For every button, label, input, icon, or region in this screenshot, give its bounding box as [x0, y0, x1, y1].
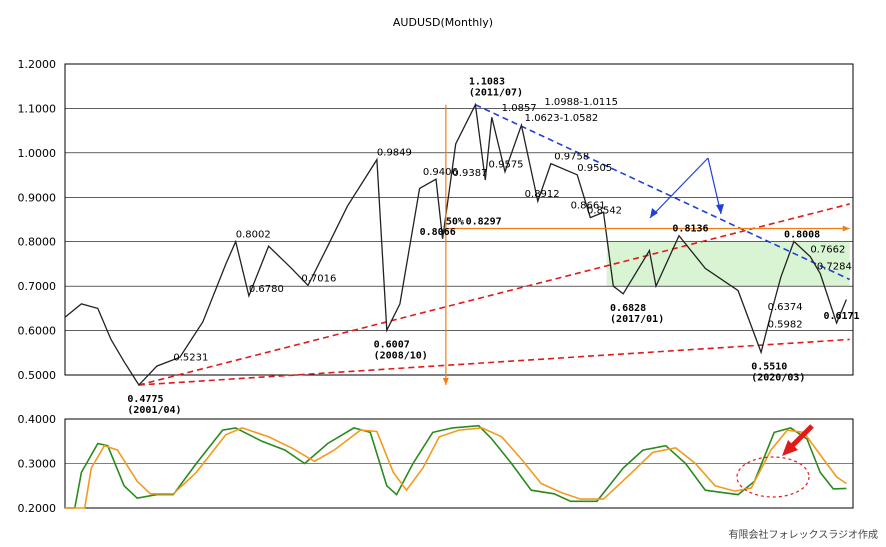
- annotation-label: 0.7016: [301, 273, 336, 284]
- price-tick-label: 0.8000: [18, 236, 57, 249]
- annotation-label: 0.4775: [127, 394, 163, 405]
- trendline-upper-resistance: [475, 104, 851, 281]
- annotation-label: 50%: [446, 217, 464, 228]
- price-gridlines: [65, 108, 853, 331]
- annotation-label: 0.5510: [751, 361, 787, 372]
- blue-arrowhead-right-icon: [716, 204, 724, 214]
- trendline-layer: [138, 104, 851, 386]
- credit-label: 有限会社フォレックスラジオ作成: [729, 528, 879, 541]
- annotation-label: 0.8008: [784, 229, 820, 240]
- annotation-label: 0.8297: [466, 217, 502, 228]
- trendline-lower-support: [138, 338, 850, 386]
- annotation-date-label: (2008/10): [374, 350, 428, 361]
- price-tick-label: 0.7000: [18, 280, 57, 293]
- chart-title: AUDUSD(Monthly): [393, 16, 493, 29]
- annotation-date-label: (2017/01): [610, 314, 664, 325]
- annotation-label: 0.7662: [810, 245, 845, 256]
- blue-arrow-left: [649, 157, 709, 219]
- annotation-label: 0.8542: [587, 206, 622, 217]
- blue-arrow-group: [649, 157, 724, 219]
- price-tick-label: 0.5000: [18, 369, 57, 382]
- oscillator-tick-label: 0.3000: [18, 458, 57, 471]
- annotation-label: 0.9387: [452, 168, 487, 179]
- price-axis-ticks: 1.2000 1.1000 1.0000 0.9000 0.8000 0.7000 0.60…: [18, 58, 57, 382]
- annotation-label: 0.6171: [823, 311, 859, 322]
- red-arrow-shaft: [788, 424, 814, 450]
- annotation-label: 0.6828: [610, 303, 646, 314]
- annotation-label: 0.9505: [577, 163, 612, 174]
- annotation-label: 0.9575: [489, 160, 524, 171]
- retracement-vertical-arrowhead-icon: [442, 377, 449, 385]
- consolidation-range-box: [606, 241, 850, 287]
- annotation-label: 0.8002: [236, 230, 271, 241]
- annotation-label: 0.8066: [420, 227, 456, 238]
- annotation-label: 0.5982: [768, 319, 803, 330]
- annotation-label: 1.0623-1.0582: [525, 113, 599, 124]
- retracement-layer: [442, 104, 850, 385]
- annotation-label: 0.8912: [525, 189, 560, 200]
- annotation-label: 0.9758: [554, 152, 589, 163]
- price-tick-label: 1.1000: [18, 102, 57, 115]
- annotation-date-label: (2011/07): [469, 88, 523, 99]
- annotation-date-label: (2001/04): [127, 405, 181, 416]
- oscillator-orange-line: [65, 427, 847, 509]
- annotation-label: 0.9849: [377, 148, 412, 159]
- annotation-label: 0.8136: [672, 224, 708, 235]
- price-tick-label: 0.9000: [18, 191, 57, 204]
- oscillator-axis-ticks: 0.4000 0.3000 0.2000: [18, 413, 57, 515]
- annotation-label: 0.7284: [817, 262, 852, 273]
- red-arrowhead-icon: [782, 440, 798, 456]
- range-box-layer: [606, 241, 850, 287]
- red-arrow-icon: [782, 424, 814, 456]
- price-tick-label: 0.6000: [18, 325, 57, 338]
- price-line-layer: [64, 102, 847, 387]
- price-tick-label: 1.2000: [18, 58, 57, 71]
- annotation-label: 0.5231: [173, 353, 208, 364]
- blue-arrowhead-left-icon: [650, 208, 658, 218]
- annotation-date-label: (2020/03): [751, 372, 805, 383]
- annotation-label: 0.8661: [571, 200, 606, 211]
- retracement-arrowhead-icon: [842, 225, 850, 232]
- annotation-label: 0.6007: [374, 339, 410, 350]
- price-series-line: [64, 102, 847, 387]
- oscillator-green-line: [65, 424, 847, 509]
- annotation-label: 1.0988-1.0115: [544, 97, 618, 108]
- oscillator-lines-layer: [65, 424, 847, 509]
- highlight-ellipse: [736, 456, 810, 498]
- annotation-label: 0.6780: [249, 284, 284, 295]
- oscillator-tick-label: 0.4000: [18, 413, 57, 426]
- price-tick-label: 1.0000: [18, 147, 57, 160]
- annotation-label: 1.1083: [469, 77, 505, 88]
- oscillator-tick-label: 0.2000: [18, 502, 57, 515]
- annotation-label: 1.0857: [502, 103, 537, 114]
- annotation-label: 0.9406: [423, 167, 458, 178]
- trendline-long-support: [138, 203, 850, 386]
- annotation-label: 0.6374: [768, 302, 803, 313]
